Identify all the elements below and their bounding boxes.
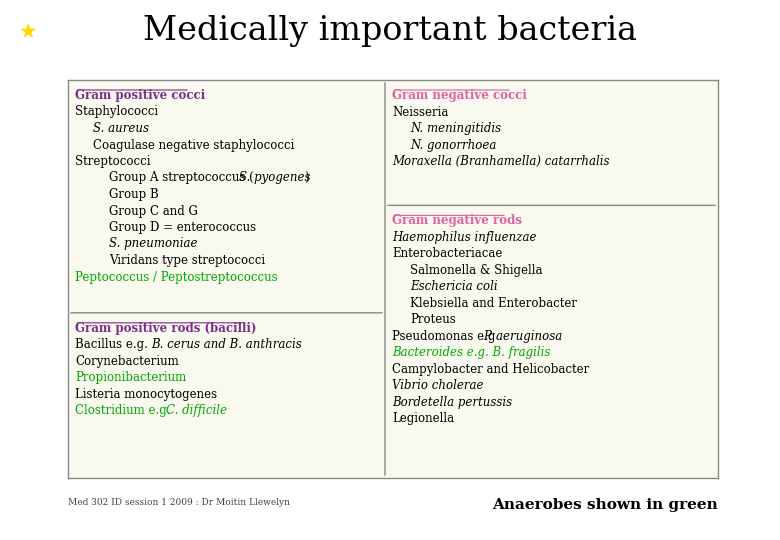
Text: Viridans type streptococci: Viridans type streptococci xyxy=(109,254,265,267)
Text: ): ) xyxy=(304,172,309,185)
Text: N. meningitidis: N. meningitidis xyxy=(410,122,501,135)
Text: Anaerobes shown in green: Anaerobes shown in green xyxy=(492,498,718,512)
Text: Staphylococci: Staphylococci xyxy=(75,105,158,118)
Text: Moraxella (Branhamella) catarrhalis: Moraxella (Branhamella) catarrhalis xyxy=(392,155,609,168)
Text: Propionibacterium: Propionibacterium xyxy=(75,372,186,384)
Text: Group C and G: Group C and G xyxy=(109,205,198,218)
Text: Bacillus e.g.: Bacillus e.g. xyxy=(75,339,155,352)
Text: N. gonorrhoea: N. gonorrhoea xyxy=(410,138,496,152)
Text: Haemophilus influenzae: Haemophilus influenzae xyxy=(392,231,537,244)
Text: Eschericia coli: Eschericia coli xyxy=(410,280,498,293)
Text: Proteus: Proteus xyxy=(410,313,456,326)
Text: ★: ★ xyxy=(19,22,37,42)
Text: Gram negative rods: Gram negative rods xyxy=(392,214,522,227)
Text: Medically important bacteria: Medically important bacteria xyxy=(143,15,637,47)
Text: B. cerus and B. anthracis: B. cerus and B. anthracis xyxy=(151,339,302,352)
Text: S. pneumoniae: S. pneumoniae xyxy=(109,238,197,251)
Text: Bacteroides e.g. B. fragilis: Bacteroides e.g. B. fragilis xyxy=(392,346,551,360)
Text: Group B: Group B xyxy=(109,188,159,201)
Text: Gram negative cocci: Gram negative cocci xyxy=(392,89,526,102)
Text: S. aureus: S. aureus xyxy=(93,122,149,135)
Text: Med 302 ID session 1 2009 : Dr Moitin Llewelyn: Med 302 ID session 1 2009 : Dr Moitin Ll… xyxy=(68,498,290,507)
Text: Klebsiella and Enterobacter: Klebsiella and Enterobacter xyxy=(410,297,577,310)
Text: Gram positive rods (bacilli): Gram positive rods (bacilli) xyxy=(75,322,257,335)
Text: Enterobacteriacae: Enterobacteriacae xyxy=(392,247,502,260)
Text: Group A streptococcus (: Group A streptococcus ( xyxy=(109,172,254,185)
Text: P. aeruginosa: P. aeruginosa xyxy=(483,330,562,343)
Text: C. difficile: C. difficile xyxy=(166,404,227,417)
Text: Neisseria: Neisseria xyxy=(392,105,448,118)
Text: Salmonella & Shigella: Salmonella & Shigella xyxy=(410,264,543,277)
Text: Peptococcus / Peptostreptococcus: Peptococcus / Peptostreptococcus xyxy=(75,271,278,284)
Text: Vibrio cholerae: Vibrio cholerae xyxy=(392,380,484,393)
Text: Gram positive cocci: Gram positive cocci xyxy=(75,89,205,102)
Text: Coagulase negative staphylococci: Coagulase negative staphylococci xyxy=(93,138,294,152)
Text: Corynebacterium: Corynebacterium xyxy=(75,355,179,368)
Text: Bordetella pertussis: Bordetella pertussis xyxy=(392,396,512,409)
Text: Campylobacter and Helicobacter: Campylobacter and Helicobacter xyxy=(392,363,589,376)
Text: Group D = enterococcus: Group D = enterococcus xyxy=(109,221,256,234)
Text: Listeria monocytogenes: Listeria monocytogenes xyxy=(75,388,217,401)
Text: Clostridium e.g.: Clostridium e.g. xyxy=(75,404,174,417)
Text: Streptococci: Streptococci xyxy=(75,155,151,168)
Text: S. pyogenes: S. pyogenes xyxy=(239,172,310,185)
Text: Legionella: Legionella xyxy=(392,413,454,426)
Text: Pseudomonas e.g: Pseudomonas e.g xyxy=(392,330,499,343)
